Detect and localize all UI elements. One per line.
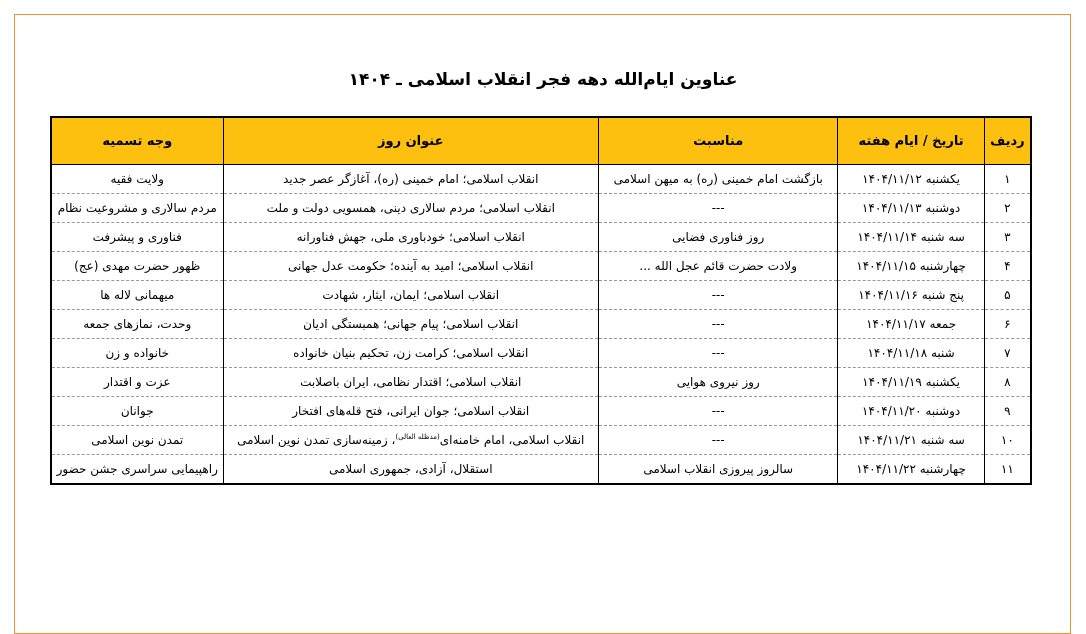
table-header-row: ردیف تاریخ / ایام هفته مناسبت عنوان روز … bbox=[50, 116, 1032, 165]
title-honorific: (مدظله العالی) bbox=[395, 433, 440, 441]
naming-cell: وحدت، نمازهای جمعه bbox=[50, 309, 224, 339]
row-number: ۹ bbox=[983, 396, 1032, 426]
table-row: ۷ شنبه ۱۴۰۴/۱۱/۱۸ --- انقلاب اسلامی؛ کرامت … bbox=[50, 338, 1032, 368]
date-cell: سه شنبه ۱۴۰۴/۱۱/۲۱ bbox=[837, 425, 985, 455]
day-title-cell: استقلال، آزادی، جمهوری اسلامی bbox=[222, 454, 599, 485]
day-title-cell: انقلاب اسلامی؛ ایمان، ایثار، شهادت bbox=[222, 280, 599, 310]
day-title-cell: انقلاب اسلامی؛ کرامت زن، تحکیم بنیان خان… bbox=[222, 338, 599, 368]
naming-cell: فناوری و پیشرفت bbox=[50, 222, 224, 252]
row-number: ۳ bbox=[983, 222, 1032, 252]
date-cell: دوشنبه ۱۴۰۴/۱۱/۱۳ bbox=[837, 193, 985, 223]
day-title-cell: انقلاب اسلامی؛ مردم سالاری دینی، همسویی … bbox=[222, 193, 599, 223]
header-row-number: ردیف bbox=[983, 116, 1032, 165]
table-row: ۱۰ سه شنبه ۱۴۰۴/۱۱/۲۱ --- انقلاب اسلامی، ام… bbox=[50, 425, 1032, 455]
occasion-cell: --- bbox=[597, 425, 839, 455]
row-number: ۲ bbox=[983, 193, 1032, 223]
table-row: ۶ جمعه ۱۴۰۴/۱۱/۱۷ --- انقلاب اسلامی؛ پیام ج… bbox=[50, 309, 1032, 339]
day-title-cell: انقلاب اسلامی؛ جوان ایرانی، فتح قله‌های … bbox=[222, 396, 599, 426]
occasion-cell: --- bbox=[597, 309, 839, 339]
document-title: عناوین ایام‌الله دهه فجر انقلاب اسلامی ـ… bbox=[348, 70, 738, 90]
title-rest: ، زمینه‌سازی تمدن نوین اسلامی bbox=[237, 433, 396, 447]
naming-cell: خانواده و زن bbox=[50, 338, 224, 368]
day-title-cell: انقلاب اسلامی؛ امید به آینده؛ حکومت عدل … bbox=[222, 251, 599, 281]
naming-cell: ظهور حضرت مهدی (عج) bbox=[50, 251, 224, 281]
header-occasion: مناسبت bbox=[597, 116, 839, 165]
row-number: ۱ bbox=[983, 164, 1032, 194]
table-row: ۵ پنج شنبه ۱۴۰۴/۱۱/۱۶ --- انقلاب اسلامی؛ ای… bbox=[50, 280, 1032, 310]
date-cell: شنبه ۱۴۰۴/۱۱/۱۸ bbox=[837, 338, 985, 368]
occasion-cell: روز نیروی هوایی bbox=[597, 367, 839, 397]
table-row: ۱۱ چهارشنبه ۱۴۰۴/۱۱/۲۲ سالروز پیروزی انقلا… bbox=[50, 454, 1032, 485]
row-number: ۱۱ bbox=[983, 454, 1032, 485]
occasion-cell: --- bbox=[597, 280, 839, 310]
day-title-cell: انقلاب اسلامی؛ اقتدار نظامی، ایران باصلا… bbox=[222, 367, 599, 397]
day-title-cell: انقلاب اسلامی؛ پیام جهانی؛ همبستگی ادیان bbox=[222, 309, 599, 339]
row-number: ۴ bbox=[983, 251, 1032, 281]
row-number: ۱۰ bbox=[983, 425, 1032, 455]
row-number: ۶ bbox=[983, 309, 1032, 339]
date-cell: یکشنبه ۱۴۰۴/۱۱/۱۲ bbox=[837, 164, 985, 194]
date-cell: چهارشنبه ۱۴۰۴/۱۱/۲۲ bbox=[837, 454, 985, 485]
table-row: ۲ دوشنبه ۱۴۰۴/۱۱/۱۳ --- انقلاب اسلامی؛ مردم… bbox=[50, 193, 1032, 223]
naming-cell: ولایت فقیه bbox=[50, 164, 224, 194]
naming-cell: راهپیمایی سراسری جشن حضور bbox=[50, 454, 224, 485]
date-cell: یکشنبه ۱۴۰۴/۱۱/۱۹ bbox=[837, 367, 985, 397]
table-row: ۱ یکشنبه ۱۴۰۴/۱۱/۱۲ بازگشت امام خمینی (ره)… bbox=[50, 164, 1032, 194]
occasion-cell: --- bbox=[597, 193, 839, 223]
header-day-title: عنوان روز bbox=[222, 116, 599, 165]
table-row: ۴ چهارشنبه ۱۴۰۴/۱۱/۱۵ ولادت حضرت قائم عجل … bbox=[50, 251, 1032, 281]
table-row: ۸ یکشنبه ۱۴۰۴/۱۱/۱۹ روز نیروی هوایی انقلاب … bbox=[50, 367, 1032, 397]
naming-cell: تمدن نوین اسلامی bbox=[50, 425, 224, 455]
table-row: ۹ دوشنبه ۱۴۰۴/۱۱/۲۰ --- انقلاب اسلامی؛ جوان… bbox=[50, 396, 1032, 426]
date-cell: پنج شنبه ۱۴۰۴/۱۱/۱۶ bbox=[837, 280, 985, 310]
date-cell: دوشنبه ۱۴۰۴/۱۱/۲۰ bbox=[837, 396, 985, 426]
occasion-cell: ولادت حضرت قائم عجل الله ... bbox=[597, 251, 839, 281]
day-title-cell: انقلاب اسلامی؛ امام خمینی (ره)، آغازگر ع… bbox=[222, 164, 599, 194]
title-text: انقلاب اسلامی، امام خامنه‌ای bbox=[439, 433, 585, 447]
day-title-cell: انقلاب اسلامی؛ خودباوری ملی، جهش فناوران… bbox=[222, 222, 599, 252]
naming-cell: جوانان bbox=[50, 396, 224, 426]
header-date: تاریخ / ایام هفته bbox=[837, 116, 985, 165]
date-cell: جمعه ۱۴۰۴/۱۱/۱۷ bbox=[837, 309, 985, 339]
row-number: ۸ bbox=[983, 367, 1032, 397]
occasion-cell: سالروز پیروزی انقلاب اسلامی bbox=[597, 454, 839, 485]
occasion-cell: بازگشت امام خمینی (ره) به میهن اسلامی bbox=[597, 164, 839, 194]
table-row: ۳ سه شنبه ۱۴۰۴/۱۱/۱۴ روز فناوری فضایی انقلا… bbox=[50, 222, 1032, 252]
naming-cell: میهمانی لاله ها bbox=[50, 280, 224, 310]
occasion-cell: روز فناوری فضایی bbox=[597, 222, 839, 252]
naming-cell: عزت و اقتدار bbox=[50, 367, 224, 397]
naming-cell: مردم سالاری و مشروعیت نظام bbox=[50, 193, 224, 223]
occasion-cell: --- bbox=[597, 338, 839, 368]
date-cell: چهارشنبه ۱۴۰۴/۱۱/۱۵ bbox=[837, 251, 985, 281]
date-cell: سه شنبه ۱۴۰۴/۱۱/۱۴ bbox=[837, 222, 985, 252]
day-title-cell: انقلاب اسلامی، امام خامنه‌ای(مدظله العال… bbox=[222, 425, 599, 455]
occasion-cell: --- bbox=[597, 396, 839, 426]
row-number: ۷ bbox=[983, 338, 1032, 368]
header-naming: وجه تسمیه bbox=[50, 116, 224, 165]
row-number: ۵ bbox=[983, 280, 1032, 310]
schedule-table: ردیف تاریخ / ایام هفته مناسبت عنوان روز … bbox=[50, 116, 1032, 485]
